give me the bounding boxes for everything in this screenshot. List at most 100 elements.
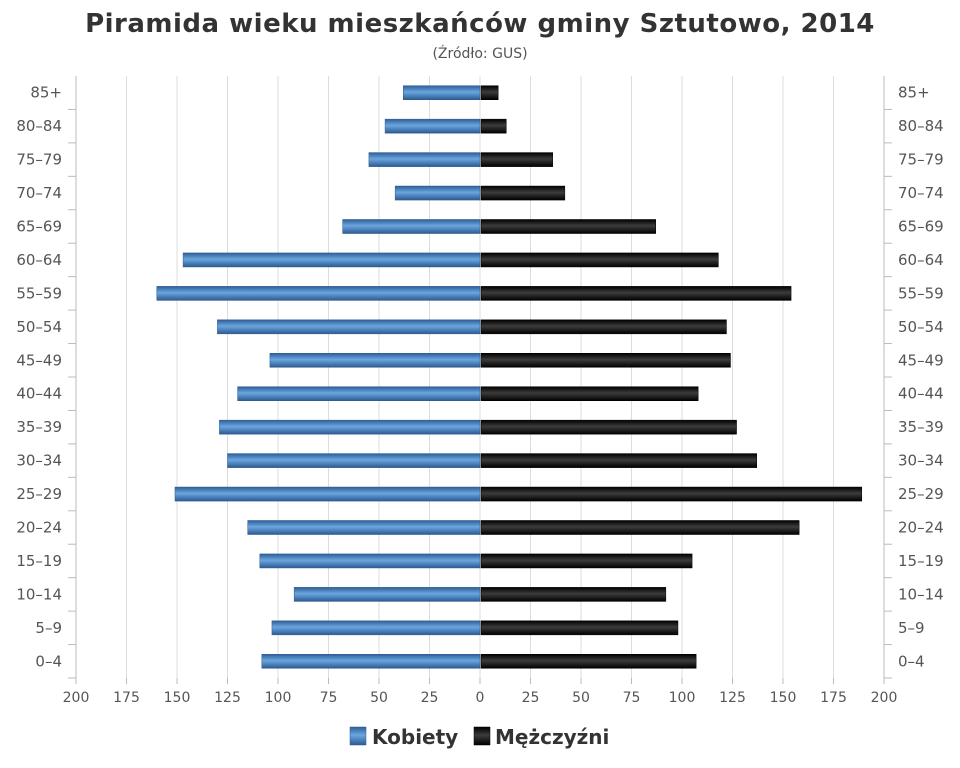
category-label-right: 20–24 [898, 519, 944, 537]
bar-kobiety[interactable] [227, 453, 481, 468]
bar-kobiety[interactable] [219, 419, 481, 435]
category-label-left: 45–49 [16, 351, 62, 369]
x-tick-label: 100 [669, 690, 696, 706]
gridlines [126, 76, 834, 678]
category-label-right: 55–59 [898, 284, 944, 302]
category-label-left: 50–54 [16, 318, 62, 336]
bar-mezczyzni[interactable] [480, 353, 731, 368]
x-tick-label: 25 [421, 690, 439, 706]
bars-group [156, 85, 863, 669]
x-tick-label: 150 [164, 690, 191, 706]
category-label-right: 45–49 [898, 351, 944, 369]
x-axis-ticks: 200 175 150 125 100 75 50 25 0 25 50 75 100 125 150 175… [63, 678, 898, 706]
x-tick-label: 125 [719, 690, 746, 706]
legend-label-kobiety: Kobiety [372, 725, 458, 749]
bar-mezczyzni[interactable] [480, 419, 737, 435]
x-tick-label: 50 [572, 690, 590, 706]
x-tick-label: 75 [623, 690, 641, 706]
category-label-right: 70–74 [898, 184, 944, 202]
x-tick-label: 200 [63, 690, 90, 706]
bar-mezczyzni[interactable] [480, 587, 667, 602]
bar-mezczyzni[interactable] [480, 486, 863, 502]
bar-mezczyzni[interactable] [480, 453, 757, 468]
bar-kobiety[interactable] [261, 654, 481, 669]
chart-subtitle: (Źródło: GUS) [432, 44, 527, 62]
bar-mezczyzni[interactable] [480, 85, 499, 100]
x-tick-label: 0 [476, 690, 485, 706]
bar-kobiety[interactable] [271, 620, 481, 636]
x-tick-label: 175 [113, 690, 140, 706]
bar-kobiety[interactable] [342, 219, 481, 234]
category-label-left: 15–19 [16, 552, 62, 570]
bar-kobiety[interactable] [174, 486, 481, 502]
legend-item-mezczyzni[interactable]: Mężczyźni [473, 725, 609, 749]
bar-kobiety[interactable] [259, 553, 481, 569]
x-tick-label: 175 [820, 690, 847, 706]
bar-mezczyzni[interactable] [480, 654, 697, 669]
bar-mezczyzni[interactable] [480, 219, 656, 234]
category-label-right: 25–29 [898, 485, 944, 503]
category-label-right: 80–84 [898, 117, 944, 135]
bar-kobiety[interactable] [394, 185, 481, 201]
category-label-left: 55–59 [16, 284, 62, 302]
legend-label-mezczyzni: Mężczyźni [495, 725, 609, 749]
category-label-left: 75–79 [16, 151, 62, 169]
category-label-right: 50–54 [898, 318, 944, 336]
bar-mezczyzni[interactable] [480, 152, 553, 167]
legend-swatch-kobiety [349, 726, 367, 746]
category-label-left: 0–4 [35, 652, 62, 670]
category-label-left: 85+ [30, 84, 62, 102]
category-label-left: 60–64 [16, 251, 62, 269]
bar-mezczyzni[interactable] [480, 620, 679, 636]
bar-kobiety[interactable] [156, 286, 481, 301]
category-label-right: 10–14 [898, 585, 944, 603]
bar-mezczyzni[interactable] [480, 319, 727, 335]
x-tick-label: 50 [370, 690, 388, 706]
bar-kobiety[interactable] [384, 118, 481, 134]
bar-kobiety[interactable] [269, 353, 481, 368]
category-label-left: 5–9 [35, 619, 62, 637]
bar-kobiety[interactable] [237, 386, 481, 401]
x-tick-label: 100 [265, 690, 292, 706]
category-label-left: 70–74 [16, 184, 62, 202]
category-label-left: 65–69 [16, 218, 62, 236]
bar-kobiety[interactable] [217, 319, 481, 335]
category-label-right: 85+ [898, 84, 930, 102]
category-label-left: 40–44 [16, 385, 62, 403]
bar-mezczyzni[interactable] [480, 118, 507, 134]
category-labels-right: 85+ 80–84 75–79 70–74 65–69 60–64 55–59 50–54 45… [884, 84, 944, 679]
bar-mezczyzni[interactable] [480, 286, 792, 301]
category-label-right: 30–34 [898, 452, 944, 470]
legend-swatch-mezczyzni [473, 726, 491, 746]
x-tick-label: 150 [770, 690, 797, 706]
category-label-right: 5–9 [898, 619, 925, 637]
x-tick-label: 25 [522, 690, 540, 706]
bar-mezczyzni[interactable] [480, 520, 800, 535]
bar-kobiety[interactable] [182, 252, 481, 268]
category-label-right: 65–69 [898, 218, 944, 236]
category-label-right: 60–64 [898, 251, 944, 269]
bar-kobiety[interactable] [368, 152, 481, 167]
bar-mezczyzni[interactable] [480, 185, 566, 201]
category-label-right: 35–39 [898, 418, 944, 436]
bar-kobiety[interactable] [402, 85, 481, 100]
category-label-left: 80–84 [16, 117, 62, 135]
bar-mezczyzni[interactable] [480, 386, 699, 401]
category-label-right: 0–4 [898, 652, 925, 670]
category-label-left: 30–34 [16, 452, 62, 470]
legend-item-kobiety[interactable]: Kobiety [349, 725, 458, 749]
x-tick-label: 200 [871, 690, 898, 706]
category-label-right: 40–44 [898, 385, 944, 403]
category-label-left: 10–14 [16, 585, 62, 603]
bar-kobiety[interactable] [293, 587, 481, 602]
legend[interactable]: Kobiety Mężczyźni [349, 725, 609, 749]
x-tick-label: 75 [320, 690, 338, 706]
bar-kobiety[interactable] [247, 520, 481, 535]
bar-mezczyzni[interactable] [480, 252, 719, 268]
category-labels-left: 85+ 80–84 75–79 70–74 65–69 60–64 55–59 50–54 45… [16, 84, 76, 679]
category-label-right: 75–79 [898, 151, 944, 169]
bar-mezczyzni[interactable] [480, 553, 693, 569]
category-label-left: 25–29 [16, 485, 62, 503]
category-label-left: 35–39 [16, 418, 62, 436]
